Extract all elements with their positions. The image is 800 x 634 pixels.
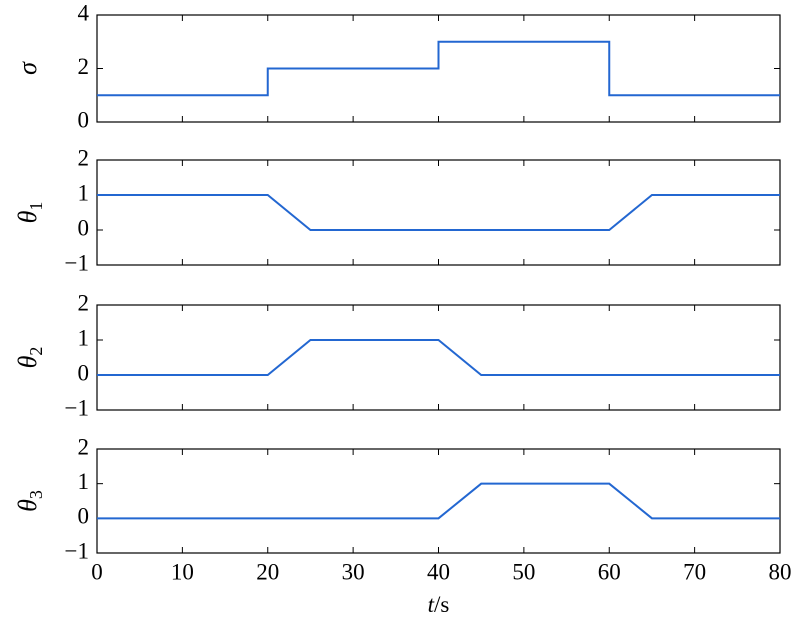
y-tick-label: 2 <box>78 145 90 170</box>
y-tick-label: 0 <box>78 107 90 132</box>
y-tick-label: 0 <box>78 360 90 385</box>
x-tick-label: 0 <box>91 559 103 584</box>
y-tick-label: 4 <box>78 0 90 25</box>
x-tick-label: 40 <box>427 559 450 584</box>
data-line <box>97 194 780 231</box>
y-tick-label: −1 <box>65 538 89 563</box>
x-tick-label: 30 <box>342 559 365 584</box>
data-line <box>97 40 780 97</box>
x-tick-label: 50 <box>512 559 535 584</box>
y-tick-label: 2 <box>78 54 90 79</box>
y-tick-label: −1 <box>65 395 89 420</box>
data-line <box>97 339 780 376</box>
plot-frame <box>96 159 781 266</box>
plot-frame <box>96 304 781 411</box>
data-line <box>97 482 780 520</box>
y-tick-label: 2 <box>78 434 90 459</box>
y-tick-label: −1 <box>65 250 89 275</box>
x-tick-label: 70 <box>683 559 706 584</box>
y-axis-label: θ2 <box>13 347 46 369</box>
x-tick-label: 10 <box>171 559 194 584</box>
y-axis-label: θ1 <box>13 202 46 224</box>
y-label-symbol: θ <box>13 355 42 368</box>
y-label-symbol: θ <box>13 210 42 223</box>
x-tick-label: 60 <box>598 559 621 584</box>
y-label-subscript: 3 <box>26 490 46 499</box>
y-axis-label: σ <box>13 61 42 75</box>
x-label-rest: /s <box>434 592 449 617</box>
y-tick-label: 1 <box>78 180 90 205</box>
x-tick-label: 80 <box>769 559 792 584</box>
plot-frame <box>96 448 781 554</box>
y-tick-label: 1 <box>78 325 90 350</box>
y-tick-label: 0 <box>78 215 90 240</box>
y-label-symbol: θ <box>13 499 42 512</box>
x-tick-label: 20 <box>256 559 279 584</box>
y-label-symbol: σ <box>13 61 42 75</box>
y-tick-label: 1 <box>78 469 90 494</box>
y-label-subscript: 1 <box>26 202 46 211</box>
x-axis-label: t/s <box>428 592 450 617</box>
y-label-subscript: 2 <box>26 347 46 356</box>
y-tick-label: 0 <box>78 504 90 529</box>
x-label-symbol: t <box>428 592 435 617</box>
y-tick-label: 2 <box>78 290 90 315</box>
y-axis-label: θ3 <box>13 490 46 512</box>
